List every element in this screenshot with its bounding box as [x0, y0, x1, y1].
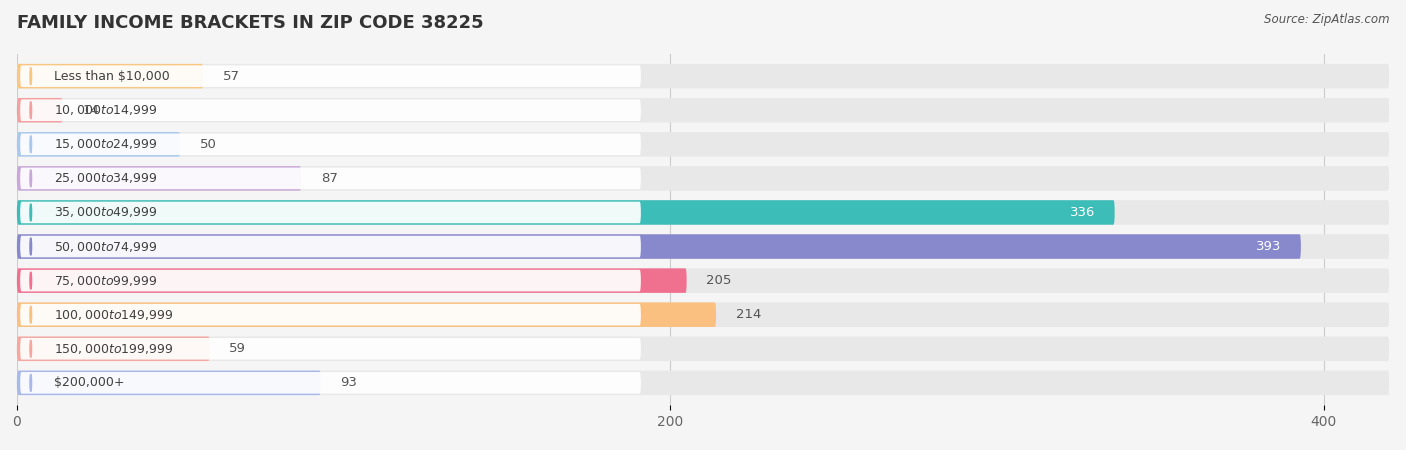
- Circle shape: [30, 68, 31, 85]
- FancyBboxPatch shape: [17, 302, 1389, 327]
- Text: FAMILY INCOME BRACKETS IN ZIP CODE 38225: FAMILY INCOME BRACKETS IN ZIP CODE 38225: [17, 14, 484, 32]
- FancyBboxPatch shape: [17, 64, 202, 88]
- Text: 87: 87: [321, 172, 337, 185]
- FancyBboxPatch shape: [17, 200, 1389, 225]
- FancyBboxPatch shape: [20, 304, 641, 325]
- FancyBboxPatch shape: [20, 338, 641, 360]
- Circle shape: [30, 135, 31, 153]
- Circle shape: [30, 272, 31, 289]
- FancyBboxPatch shape: [17, 337, 209, 361]
- Text: $75,000 to $99,999: $75,000 to $99,999: [55, 274, 157, 288]
- Text: 393: 393: [1256, 240, 1281, 253]
- Text: 336: 336: [1070, 206, 1095, 219]
- Circle shape: [30, 102, 31, 119]
- FancyBboxPatch shape: [17, 371, 321, 395]
- FancyBboxPatch shape: [20, 202, 641, 223]
- Text: 214: 214: [735, 308, 761, 321]
- Text: $200,000+: $200,000+: [55, 376, 125, 389]
- Circle shape: [30, 238, 31, 255]
- Text: 57: 57: [222, 70, 239, 83]
- FancyBboxPatch shape: [17, 132, 180, 157]
- Text: $100,000 to $149,999: $100,000 to $149,999: [55, 308, 174, 322]
- FancyBboxPatch shape: [17, 166, 301, 191]
- Text: 205: 205: [706, 274, 731, 287]
- Text: Less than $10,000: Less than $10,000: [55, 70, 170, 83]
- Text: $50,000 to $74,999: $50,000 to $74,999: [55, 239, 157, 253]
- Text: $150,000 to $199,999: $150,000 to $199,999: [55, 342, 174, 356]
- Circle shape: [30, 374, 31, 392]
- Circle shape: [30, 340, 31, 357]
- Text: Source: ZipAtlas.com: Source: ZipAtlas.com: [1264, 14, 1389, 27]
- FancyBboxPatch shape: [20, 134, 641, 155]
- Text: 50: 50: [200, 138, 217, 151]
- Text: 14: 14: [82, 104, 98, 117]
- FancyBboxPatch shape: [17, 98, 1389, 122]
- Circle shape: [30, 306, 31, 324]
- FancyBboxPatch shape: [17, 234, 1301, 259]
- FancyBboxPatch shape: [17, 371, 1389, 395]
- Text: $25,000 to $34,999: $25,000 to $34,999: [55, 171, 157, 185]
- Text: 59: 59: [229, 342, 246, 355]
- FancyBboxPatch shape: [17, 234, 1389, 259]
- FancyBboxPatch shape: [20, 167, 641, 189]
- FancyBboxPatch shape: [20, 65, 641, 87]
- FancyBboxPatch shape: [17, 64, 1389, 88]
- FancyBboxPatch shape: [17, 268, 686, 293]
- FancyBboxPatch shape: [17, 166, 1389, 191]
- Text: $35,000 to $49,999: $35,000 to $49,999: [55, 206, 157, 220]
- FancyBboxPatch shape: [17, 98, 63, 122]
- FancyBboxPatch shape: [20, 236, 641, 257]
- FancyBboxPatch shape: [17, 132, 1389, 157]
- Circle shape: [30, 170, 31, 187]
- FancyBboxPatch shape: [20, 270, 641, 292]
- FancyBboxPatch shape: [20, 372, 641, 394]
- FancyBboxPatch shape: [20, 99, 641, 121]
- FancyBboxPatch shape: [17, 337, 1389, 361]
- FancyBboxPatch shape: [17, 268, 1389, 293]
- Text: 93: 93: [340, 376, 357, 389]
- Circle shape: [30, 204, 31, 221]
- Text: $10,000 to $14,999: $10,000 to $14,999: [55, 103, 157, 117]
- Text: $15,000 to $24,999: $15,000 to $24,999: [55, 137, 157, 151]
- FancyBboxPatch shape: [17, 200, 1115, 225]
- FancyBboxPatch shape: [17, 302, 716, 327]
